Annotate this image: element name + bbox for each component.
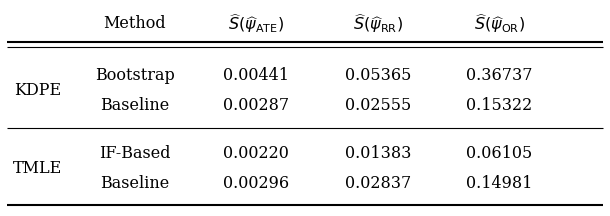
Text: Baseline: Baseline [101,97,170,114]
Text: Bootstrap: Bootstrap [95,67,175,84]
Text: Method: Method [104,15,167,32]
Text: 0.05365: 0.05365 [345,67,411,84]
Text: 0.15322: 0.15322 [466,97,533,114]
Text: 0.02837: 0.02837 [345,175,411,192]
Text: $\widehat{S}(\widehat{\psi}_{\mathrm{RR}})$: $\widehat{S}(\widehat{\psi}_{\mathrm{RR}… [353,12,403,35]
Text: 0.06105: 0.06105 [466,145,533,162]
Text: 0.00287: 0.00287 [223,97,290,114]
Text: 0.14981: 0.14981 [466,175,533,192]
Text: $\widehat{S}(\widehat{\psi}_{\mathrm{ATE}})$: $\widehat{S}(\widehat{\psi}_{\mathrm{ATE… [228,12,284,35]
Text: 0.36737: 0.36737 [466,67,533,84]
Text: KDPE: KDPE [14,82,62,99]
Text: TMLE: TMLE [13,160,62,177]
Text: $\widehat{S}(\widehat{\psi}_{\mathrm{OR}})$: $\widehat{S}(\widehat{\psi}_{\mathrm{OR}… [474,12,525,35]
Text: 0.01383: 0.01383 [345,145,411,162]
Text: 0.00296: 0.00296 [223,175,290,192]
Text: 0.00220: 0.00220 [223,145,289,162]
Text: 0.00441: 0.00441 [223,67,289,84]
Text: 0.02555: 0.02555 [345,97,411,114]
Text: Baseline: Baseline [101,175,170,192]
Text: IF-Based: IF-Based [99,145,171,162]
